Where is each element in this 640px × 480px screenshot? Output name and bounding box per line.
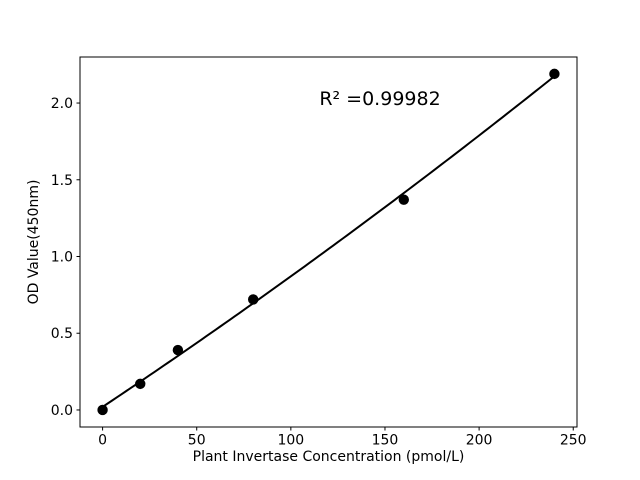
x-tick-label: 250	[560, 433, 587, 449]
data-point	[97, 404, 108, 416]
data-point	[549, 68, 560, 80]
y-tick-label: 0.5	[51, 326, 73, 342]
x-axis-label: Plant Invertase Concentration (pmol/L)	[192, 449, 465, 465]
y-tick-label: 1.5	[51, 173, 73, 189]
x-tick-label: 150	[372, 433, 399, 449]
x-tick-label: 50	[188, 433, 206, 449]
x-axis-ticks: 0 50 100 150 200 250	[98, 427, 587, 449]
y-axis-label: OD Value(450nm)	[26, 179, 42, 305]
r-squared-annotation: R² =0.99982	[319, 88, 441, 110]
y-tick-label: 1.0	[51, 250, 73, 266]
y-axis-ticks: 0.0 0.5 1.0 1.5 2.0	[51, 96, 80, 419]
x-tick-label: 100	[277, 433, 304, 449]
data-point	[172, 344, 184, 356]
data-point	[398, 194, 409, 205]
x-tick-label: 0	[98, 433, 107, 449]
fit-line	[101, 75, 556, 408]
y-tick-label: 2.0	[51, 96, 73, 112]
y-tick-label: 0.0	[51, 403, 73, 419]
x-tick-label: 200	[466, 433, 493, 449]
data-point	[135, 378, 146, 390]
data-points	[97, 68, 560, 416]
axes-spines	[79, 56, 578, 428]
data-point	[248, 294, 259, 305]
